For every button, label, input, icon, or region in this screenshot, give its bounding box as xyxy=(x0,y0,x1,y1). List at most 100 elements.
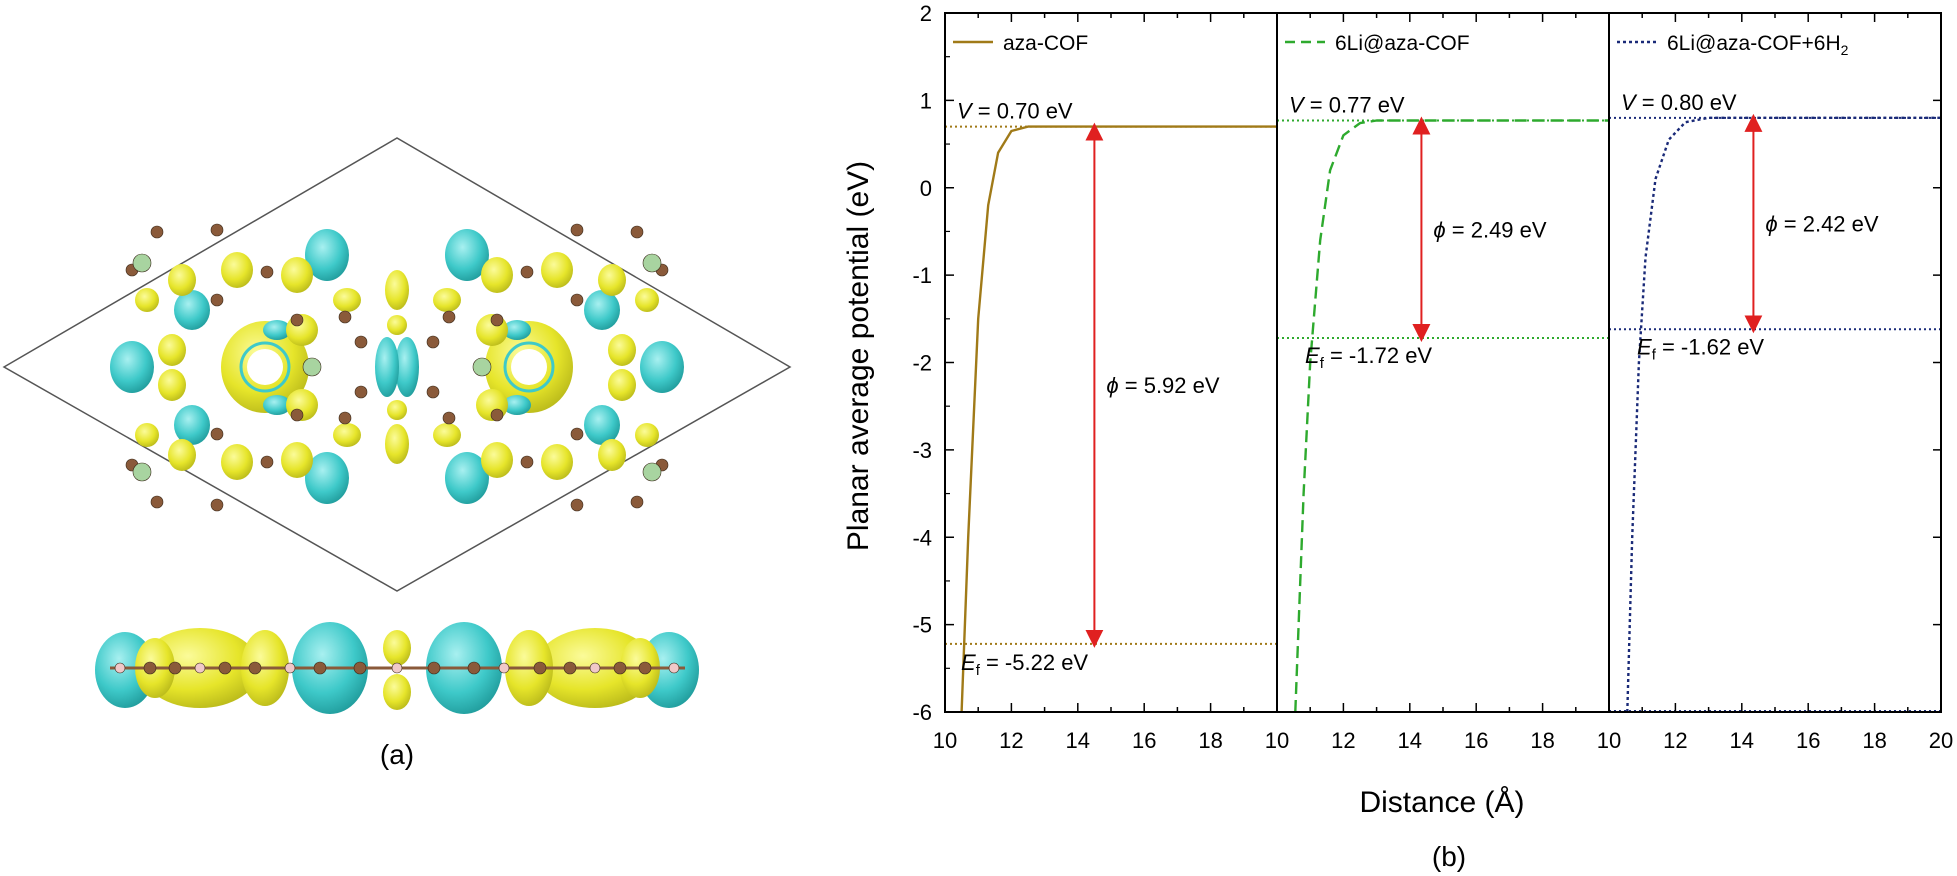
x-tick-label: 18 xyxy=(1530,728,1554,753)
charge-lobe-cyan xyxy=(503,320,531,340)
y-tick-label: -4 xyxy=(912,525,932,550)
carbon-atom xyxy=(490,408,504,422)
side-view-atom xyxy=(353,661,367,675)
charge-lobe-yellow xyxy=(383,674,411,710)
x-tick-label: 12 xyxy=(999,728,1023,753)
work-function-label: ϕ = 5.92 eV xyxy=(1106,373,1219,398)
lithium-atom xyxy=(132,462,152,482)
carbon-atom xyxy=(290,313,304,327)
vacuum-level-value: = 0.80 eV xyxy=(1636,90,1737,115)
side-view-atom xyxy=(589,662,601,674)
symbol-E: E xyxy=(1637,334,1652,359)
x-tick-label: 16 xyxy=(1796,728,1820,753)
lithium-atom xyxy=(642,253,662,273)
subscript-f: f xyxy=(976,662,981,679)
vacuum-level-label: V = 0.77 eV xyxy=(1289,92,1405,117)
charge-lobe-yellow xyxy=(481,442,513,478)
charge-lobe-yellow xyxy=(158,334,186,366)
symbol-phi: ϕ xyxy=(1433,217,1445,242)
work-function-value: = 2.42 eV xyxy=(1778,212,1879,237)
charge-lobe-yellow xyxy=(541,444,573,480)
vacuum-level-value: = 0.70 eV xyxy=(972,99,1073,124)
charge-lobe-yellow xyxy=(481,257,513,293)
potential-curve xyxy=(1294,119,1609,713)
symbol-phi: ϕ xyxy=(1106,373,1118,398)
charge-lobe-cyan xyxy=(503,395,531,415)
charge-lobe-yellow xyxy=(221,252,253,288)
fermi-level-label: Ef = -1.72 eV xyxy=(1305,343,1432,372)
side-view-atom xyxy=(284,662,296,674)
charge-lobe-yellow xyxy=(387,400,407,420)
side-view-atom xyxy=(427,661,441,675)
x-tick-label: 14 xyxy=(1398,728,1422,753)
charge-lobe-yellow xyxy=(385,424,409,464)
carbon-atom xyxy=(630,225,644,239)
x-tick-label: 18 xyxy=(1862,728,1886,753)
lithium-atom xyxy=(472,357,492,377)
carbon-atom xyxy=(150,225,164,239)
carbon-atom xyxy=(338,411,352,425)
charge-lobe-cyan xyxy=(174,405,210,445)
panel-a-structure: (a) xyxy=(2,137,792,770)
y-tick-label: -1 xyxy=(912,263,932,288)
charge-lobe-yellow xyxy=(608,369,636,401)
charge-lobe-yellow xyxy=(281,442,313,478)
vacuum-level-label: V = 0.80 eV xyxy=(1621,90,1737,115)
charge-lobe-yellow xyxy=(135,423,159,447)
ring-hole xyxy=(511,349,547,385)
charge-lobe-yellow xyxy=(598,439,626,471)
ring-inner-cyan xyxy=(239,341,291,393)
side-view-atom xyxy=(498,662,510,674)
charge-lobe-cyan xyxy=(375,337,399,397)
side-view-atom xyxy=(668,662,680,674)
symbol-V: V xyxy=(957,99,974,124)
panel-a-label: (a) xyxy=(380,739,414,770)
side-view-atom xyxy=(533,661,547,675)
charge-lobe-yellow xyxy=(433,423,461,447)
charge-lobe-yellow xyxy=(387,315,407,335)
carbon-atom xyxy=(354,385,368,399)
fermi-level-value: = -1.62 eV xyxy=(1656,334,1765,359)
x-tick-label: 18 xyxy=(1198,728,1222,753)
carbon-atom xyxy=(570,223,584,237)
charge-lobe-yellow xyxy=(333,423,361,447)
carbon-atom xyxy=(260,455,274,469)
symbol-V: V xyxy=(1621,90,1638,115)
charge-lobe-cyan xyxy=(445,229,489,281)
carbon-atom xyxy=(150,495,164,509)
work-function-label: ϕ = 2.42 eV xyxy=(1765,212,1878,237)
y-tick-label: 0 xyxy=(920,176,932,201)
carbon-atom xyxy=(490,313,504,327)
carbon-atom xyxy=(442,411,456,425)
side-view-atom xyxy=(563,661,577,675)
carbon-atom xyxy=(426,385,440,399)
carbon-atom xyxy=(426,335,440,349)
potential-curve xyxy=(960,125,1277,713)
charge-lobe-cyan xyxy=(305,229,349,281)
charge-lobe-yellow xyxy=(598,264,626,296)
y-tick-label: 1 xyxy=(920,88,932,113)
subplot-1: V = 0.70 eV Ef = -5.22 eV ϕ = 5.92 eV aza-C… xyxy=(944,12,1278,713)
charge-lobe-cyan xyxy=(174,290,210,330)
legend-subscript: 2 xyxy=(1841,42,1849,58)
fermi-level-value: = -5.22 eV xyxy=(980,650,1089,675)
symbol-V: V xyxy=(1289,92,1306,117)
carbon-atom xyxy=(210,498,224,512)
charge-lobe-cyan xyxy=(640,341,684,393)
charge-lobe-cyan xyxy=(305,452,349,504)
legend-text: 6Li@aza-COF xyxy=(1335,32,1470,55)
charge-lobe-yellow xyxy=(635,288,659,312)
lithium-atom xyxy=(302,357,322,377)
charge-lobe-yellow xyxy=(168,439,196,471)
carbon-atom xyxy=(570,427,584,441)
x-tick-label: 10 xyxy=(1265,728,1289,753)
carbon-atom xyxy=(570,293,584,307)
charge-lobe-yellow xyxy=(333,288,361,312)
carbon-atom xyxy=(520,265,534,279)
x-tick-label: 10 xyxy=(1597,728,1621,753)
lithium-atom xyxy=(132,253,152,273)
work-function-value: = 2.49 eV xyxy=(1446,217,1547,242)
y-tick-label: 2 xyxy=(920,1,932,26)
fermi-level-label: Ef = -5.22 eV xyxy=(961,650,1088,679)
side-view-atom xyxy=(313,661,327,675)
